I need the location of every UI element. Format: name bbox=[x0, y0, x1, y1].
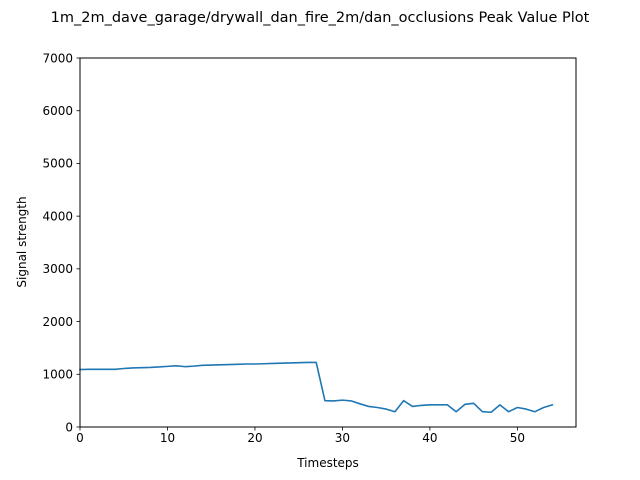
x-tick-label: 50 bbox=[510, 431, 525, 445]
y-tick-label: 6000 bbox=[42, 104, 73, 118]
plot-frame bbox=[79, 57, 577, 428]
y-tick-label: 3000 bbox=[42, 262, 73, 276]
x-axis: 0 10 20 30 40 50 bbox=[76, 427, 525, 445]
y-tick-label: 0 bbox=[65, 420, 73, 434]
y-axis: 0 1000 2000 3000 4000 5000 6000 7000 bbox=[42, 51, 80, 434]
y-tick-label: 2000 bbox=[42, 315, 73, 329]
plot-area bbox=[79, 57, 577, 428]
x-tick-label: 40 bbox=[422, 431, 437, 445]
y-tick-label: 7000 bbox=[42, 51, 73, 65]
x-tick-label: 10 bbox=[160, 431, 175, 445]
x-tick-label: 0 bbox=[76, 431, 84, 445]
y-axis-label: Signal strength bbox=[15, 196, 29, 287]
x-tick-label: 20 bbox=[247, 431, 262, 445]
chart-title: 1m_2m_dave_garage/drywall_dan_fire_2m/da… bbox=[51, 10, 590, 26]
y-tick-label: 5000 bbox=[42, 157, 73, 171]
x-axis-label: Timesteps bbox=[296, 456, 359, 470]
x-tick-label: 30 bbox=[335, 431, 350, 445]
data-line bbox=[79, 361, 554, 414]
y-tick-label: 1000 bbox=[42, 368, 73, 382]
y-tick-label: 4000 bbox=[42, 209, 73, 223]
